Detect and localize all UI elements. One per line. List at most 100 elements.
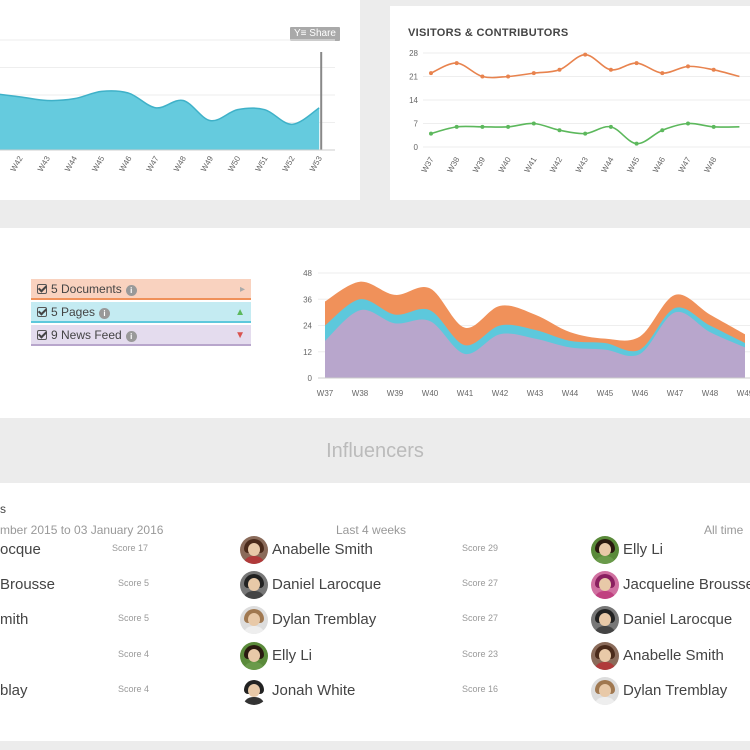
avatar-body [243, 556, 265, 564]
anabelle-avatar[interactable] [240, 536, 268, 564]
data-point [480, 124, 485, 129]
elly-avatar[interactable] [240, 642, 268, 670]
avatar-body [594, 662, 616, 670]
y-tick-label: 48 [303, 269, 312, 278]
influencer-name[interactable]: Jacqueline Brousse [623, 576, 750, 593]
influencer-score: Score 5 [118, 578, 150, 588]
anabelle-avatar[interactable] [591, 642, 619, 670]
area-series [0, 90, 320, 150]
avatar-body [594, 556, 616, 564]
data-point [711, 67, 716, 72]
x-tick-label: W38 [352, 389, 369, 398]
influencer-name[interactable]: Brousse [0, 576, 56, 593]
x-tick-label: W51 [254, 154, 270, 173]
influencer-name[interactable]: ocque [0, 541, 41, 558]
avatar-body [243, 697, 265, 705]
share-icon: Y [294, 28, 301, 39]
share-button[interactable]: Y≡ Share [290, 27, 340, 41]
x-tick-label: W42 [9, 154, 25, 173]
influencer-score: Score 5 [118, 613, 150, 623]
share-label: Share [309, 28, 336, 39]
x-tick-label: W39 [471, 155, 487, 174]
influencer-score: Score 27 [462, 613, 499, 623]
data-point [583, 52, 588, 57]
avatar-face [599, 684, 611, 697]
x-tick-label: W47 [145, 154, 161, 173]
y-tick-label: 12 [303, 348, 312, 357]
dylan-avatar[interactable] [591, 677, 619, 705]
x-tick-label: W39 [387, 389, 404, 398]
influencer-name[interactable]: Anabelle Smith [272, 541, 373, 558]
influencer-score: Score 27 [462, 578, 499, 588]
daniel-avatar[interactable] [240, 571, 268, 599]
x-tick-label: W44 [63, 154, 79, 173]
influencer-name[interactable]: mith [0, 611, 29, 628]
legend-pages[interactable]: 5 Pages i ▲ [31, 302, 251, 323]
x-tick-label: W41 [523, 155, 539, 174]
weekly-area-chart-card: Y≡ Share W42 W43 W44 W45 W46 W47 W48 W49 W50 W51 W… [0, 0, 360, 200]
x-tick-label: W49 [199, 154, 215, 173]
arrow-right-icon: ▸ [239, 284, 245, 295]
influencer-score: Score 17 [112, 543, 149, 553]
x-tick-label: W43 [36, 154, 52, 173]
avatar-body [594, 697, 616, 705]
y-tick-label: 24 [303, 322, 312, 331]
data-point [634, 141, 639, 146]
data-point [506, 124, 511, 129]
x-tick-label: W43 [527, 389, 544, 398]
data-point [506, 74, 511, 79]
x-tick-label: W43 [574, 155, 590, 174]
y-tick-label: 21 [409, 73, 418, 82]
x-tick-label: W44 [562, 389, 579, 398]
legend-documents[interactable]: 5 Documents i ▸ [31, 279, 251, 300]
data-point [480, 74, 485, 79]
x-tick-label: W40 [422, 389, 439, 398]
x-tick-label: W45 [597, 389, 614, 398]
info-icon[interactable]: i [99, 308, 111, 319]
avatar-body [594, 591, 616, 599]
x-tick-label: W37 [317, 389, 334, 398]
data-point [429, 71, 433, 76]
data-point [660, 71, 665, 76]
influencer-name[interactable]: Daniel Larocque [272, 576, 382, 593]
dylan-avatar[interactable] [240, 606, 268, 634]
influencer-name[interactable]: Jonah White [272, 682, 356, 699]
checkbox-icon [37, 307, 47, 317]
influencer-name[interactable]: Daniel Larocque [623, 611, 733, 628]
arrow-up-icon: ▲ [235, 307, 245, 318]
avatar-body [243, 626, 265, 634]
daniel-avatar[interactable] [591, 606, 619, 634]
visitors-contributors-chart: 0 7 14 21 28 W37 W38 W39 W40 W41 W42 W43 W44 W45 W46 W4… [409, 49, 750, 174]
info-icon[interactable]: i [125, 285, 137, 296]
info-icon[interactable]: i [125, 331, 137, 342]
influencer-name[interactable]: Dylan Tremblay [272, 611, 377, 628]
legend-news-feed[interactable]: 9 News Feed i ▼ [31, 325, 251, 346]
jonah-avatar[interactable] [240, 677, 268, 705]
influencer-name[interactable]: Dylan Tremblay [623, 682, 728, 699]
x-tick-label: W46 [118, 154, 134, 173]
data-point [454, 61, 459, 66]
data-point [429, 131, 433, 136]
avatar-face [599, 543, 611, 556]
x-tick-label: W47 [677, 155, 693, 174]
jacqueline-avatar[interactable] [591, 571, 619, 599]
y-tick-label: 36 [303, 295, 312, 304]
influencer-name[interactable]: blay [0, 682, 28, 699]
x-tick-label: W47 [667, 389, 684, 398]
influencer-name[interactable]: Elly Li [272, 647, 313, 664]
legend-documents-label: 5 Documents [51, 282, 122, 296]
influencer-name[interactable]: Elly Li [623, 541, 664, 558]
y-tick-label: 0 [308, 374, 313, 383]
content-activity-chart: 0 12 24 36 48 W37 W38 W39 W40 W41 W42 W43 W44 W45 W46 W… [303, 269, 750, 398]
influencer-name[interactable]: Anabelle Smith [623, 647, 724, 664]
x-tick-label: W45 [625, 155, 641, 174]
x-tick-label: W48 [702, 155, 718, 174]
x-tick-label: W38 [445, 155, 461, 174]
x-tick-label: W53 [308, 154, 324, 173]
x-tick-label: W48 [172, 154, 188, 173]
elly-avatar[interactable] [591, 536, 619, 564]
visitors-contributors-title: VISITORS & CONTRIBUTORS [408, 27, 569, 39]
x-tick-label: W45 [90, 154, 106, 173]
influencers-col2-header: Last 4 weeks [336, 523, 407, 537]
